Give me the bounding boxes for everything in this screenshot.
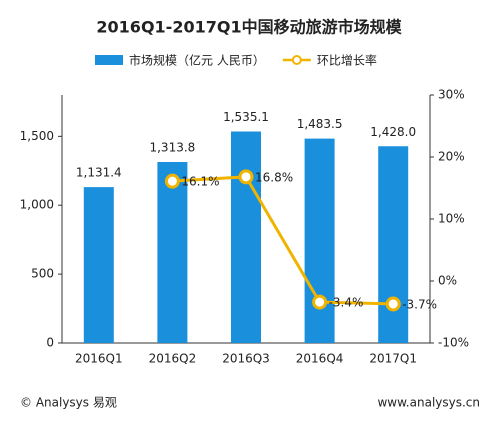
legend-label: 市场规模（亿元 人民币） (129, 53, 265, 68)
bar-value-label: 1,131.4 (76, 166, 122, 180)
x-tick-label: 2016Q4 (296, 352, 344, 366)
bar (83, 187, 114, 343)
line (172, 175, 394, 306)
bar (157, 161, 188, 343)
x-tick-label: 2017Q1 (369, 352, 417, 366)
bar (231, 131, 261, 343)
line-value-label: 16.1% (181, 175, 219, 189)
y2-tick-label: 30% (438, 88, 465, 102)
x-tick-label: 2016Q1 (75, 352, 123, 366)
y-tick-label: 500 (31, 267, 54, 281)
line-marker (164, 173, 180, 189)
footer-right: www.analysys.cn (377, 396, 480, 410)
legend-swatch (95, 55, 123, 65)
line-marker (385, 296, 401, 312)
x-tick-label: 2016Q3 (222, 352, 270, 366)
bar-value-label: 1,483.5 (297, 117, 343, 131)
y-tick-label: 1,500 (20, 129, 54, 143)
y-tick-label: 0 (46, 336, 54, 350)
bar-value-label: 1,428.0 (370, 125, 416, 139)
bar-value-label: 1,313.8 (149, 140, 195, 154)
bar-value-label: 1,535.1 (223, 110, 269, 124)
y2-tick-label: 10% (438, 212, 465, 226)
y2-tick-label: 0% (438, 274, 457, 288)
line-value-label: -3.4% (329, 296, 364, 310)
bar (304, 138, 335, 343)
x-tick-label: 2016Q2 (149, 352, 197, 366)
legend-marker (291, 55, 302, 65)
line-value-label: 16.8% (255, 170, 293, 184)
chart-title: 2016Q1-2017Q1中国移动旅游市场规模 (96, 18, 402, 37)
footer-left: © Analysys 易观 (20, 396, 117, 410)
line-value-label: -3.7% (402, 297, 437, 311)
y-tick-label: 1,000 (20, 198, 54, 212)
bar (378, 146, 409, 343)
y2-tick-label: 20% (438, 150, 465, 164)
line-marker (312, 294, 328, 310)
line-marker (238, 169, 254, 185)
y2-tick-label: -10% (438, 336, 469, 350)
legend-label: 环比增长率 (317, 53, 377, 68)
